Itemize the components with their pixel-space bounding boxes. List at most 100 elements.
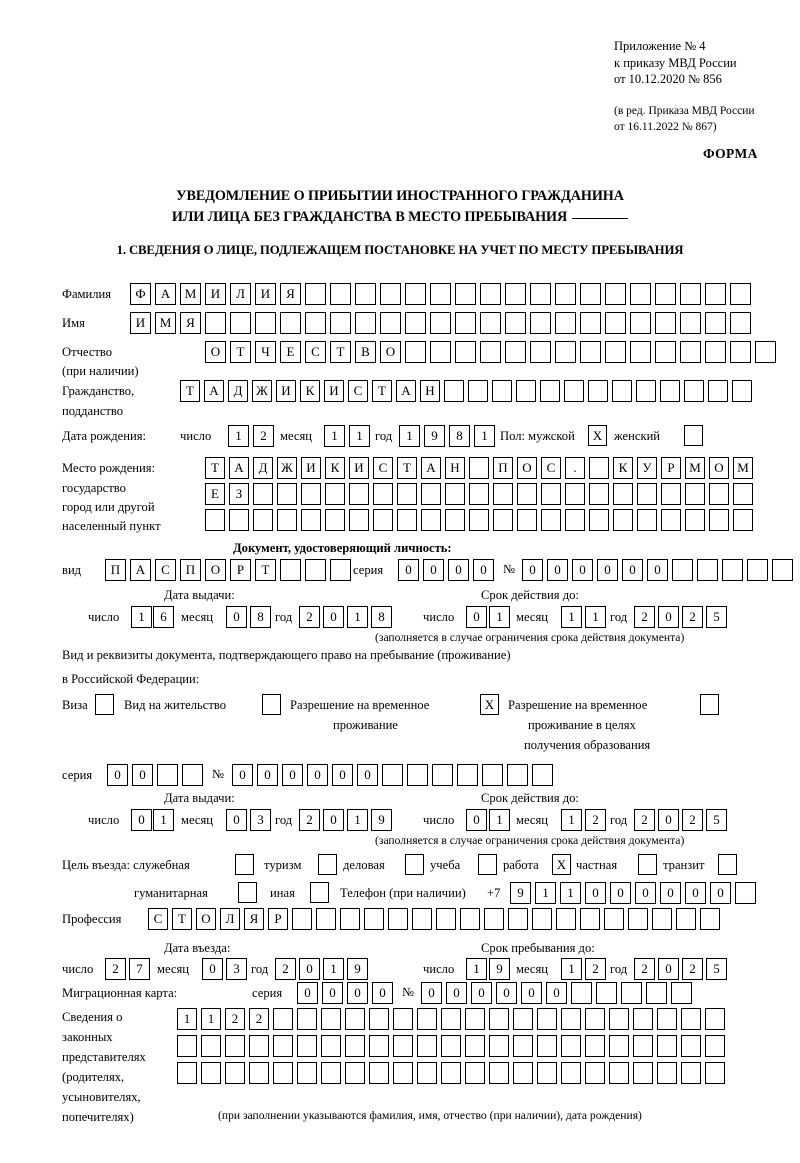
- legal-rep-cell[interactable]: [465, 1062, 485, 1084]
- stay-year-cell[interactable]: 5: [706, 958, 727, 980]
- birth-place-cell[interactable]: [685, 483, 705, 505]
- birth-place-cell[interactable]: [349, 483, 369, 505]
- legal-rep-cell[interactable]: [489, 1035, 509, 1057]
- birth-place-cell[interactable]: Н: [445, 457, 465, 479]
- phone-cell[interactable]: [735, 882, 756, 904]
- visa-checkbox[interactable]: [95, 694, 114, 715]
- legal-rep-cell[interactable]: [225, 1035, 245, 1057]
- patronymic-cell[interactable]: [705, 341, 726, 363]
- legal-rep-cell[interactable]: [513, 1035, 533, 1057]
- birth-place-cell[interactable]: М: [733, 457, 753, 479]
- birth-year-cell[interactable]: 1: [399, 425, 420, 447]
- phone-cell[interactable]: 0: [685, 882, 706, 904]
- birth-place-cell[interactable]: [325, 483, 345, 505]
- legal-rep-cell[interactable]: [297, 1062, 317, 1084]
- birth-place-cell[interactable]: [205, 509, 225, 531]
- surname-cell[interactable]: [305, 283, 326, 305]
- legal-rep-cell[interactable]: [609, 1062, 629, 1084]
- citizenship-cell[interactable]: Т: [372, 380, 392, 402]
- citizenship-cell[interactable]: С: [348, 380, 368, 402]
- legal-rep-cell[interactable]: [417, 1035, 437, 1057]
- legal-rep-cell[interactable]: [465, 1008, 485, 1030]
- permit-issue-day-cell[interactable]: 1: [153, 809, 174, 831]
- doc-kind-cell[interactable]: [305, 559, 326, 581]
- profession-cell[interactable]: [388, 908, 408, 930]
- migration-series-cell[interactable]: 0: [372, 982, 393, 1004]
- birth-year-cell[interactable]: 1: [474, 425, 495, 447]
- profession-cell[interactable]: [628, 908, 648, 930]
- stay-month-cell[interactable]: 2: [585, 958, 606, 980]
- legal-rep-cell[interactable]: [441, 1035, 461, 1057]
- doc-kind-cell[interactable]: [280, 559, 301, 581]
- birth-place-cell[interactable]: [469, 509, 489, 531]
- legal-rep-cell[interactable]: [393, 1035, 413, 1057]
- birth-place-cell[interactable]: [493, 483, 513, 505]
- legal-rep-cell[interactable]: [489, 1062, 509, 1084]
- citizenship-cell[interactable]: И: [324, 380, 344, 402]
- permit-number-cell[interactable]: [432, 764, 453, 786]
- doc-issue-year-cell[interactable]: 1: [347, 606, 368, 628]
- legal-rep-cell[interactable]: [417, 1008, 437, 1030]
- citizenship-cell[interactable]: А: [204, 380, 224, 402]
- legal-rep-cell[interactable]: [585, 1008, 605, 1030]
- doc-issue-day-cell[interactable]: 1: [131, 606, 152, 628]
- legal-rep-cell[interactable]: [513, 1062, 533, 1084]
- name-cell[interactable]: Я: [180, 312, 201, 334]
- purpose-private-checkbox[interactable]: [638, 854, 657, 875]
- doc-number-cell[interactable]: 0: [522, 559, 543, 581]
- phone-cell[interactable]: 0: [610, 882, 631, 904]
- patronymic-cell[interactable]: Ч: [255, 341, 276, 363]
- birth-place-cell[interactable]: К: [325, 457, 345, 479]
- phone-cell[interactable]: 9: [510, 882, 531, 904]
- legal-rep-cell[interactable]: [297, 1008, 317, 1030]
- birth-place-cell[interactable]: [277, 483, 297, 505]
- patronymic-cell[interactable]: С: [305, 341, 326, 363]
- doc-kind-cell[interactable]: С: [155, 559, 176, 581]
- permit-number-cell[interactable]: 0: [332, 764, 353, 786]
- legal-rep-cell[interactable]: [177, 1035, 197, 1057]
- doc-number-cell[interactable]: 0: [597, 559, 618, 581]
- phone-cell[interactable]: 0: [585, 882, 606, 904]
- surname-cell[interactable]: [355, 283, 376, 305]
- legal-rep-cell[interactable]: [393, 1008, 413, 1030]
- citizenship-cell[interactable]: [684, 380, 704, 402]
- name-cell[interactable]: И: [130, 312, 151, 334]
- legal-rep-cell[interactable]: [393, 1062, 413, 1084]
- birth-year-cell[interactable]: 8: [449, 425, 470, 447]
- migration-number-cell[interactable]: [671, 982, 692, 1004]
- surname-cell[interactable]: [380, 283, 401, 305]
- birth-place-cell[interactable]: С: [373, 457, 393, 479]
- birth-place-cell[interactable]: [589, 483, 609, 505]
- doc-issue-month-cell[interactable]: 8: [250, 606, 271, 628]
- legal-rep-cell[interactable]: [537, 1008, 557, 1030]
- stay-year-cell[interactable]: 2: [682, 958, 703, 980]
- patronymic-cell[interactable]: [755, 341, 776, 363]
- temp-residence-checkbox[interactable]: X: [480, 694, 499, 715]
- patronymic-cell[interactable]: Е: [280, 341, 301, 363]
- permit-valid-day-cell[interactable]: 1: [489, 809, 510, 831]
- patronymic-cell[interactable]: [605, 341, 626, 363]
- permit-issue-month-cell[interactable]: 0: [226, 809, 247, 831]
- legal-rep-cell[interactable]: [321, 1062, 341, 1084]
- legal-rep-cell[interactable]: [705, 1008, 725, 1030]
- legal-rep-cell[interactable]: 2: [249, 1008, 269, 1030]
- name-cell[interactable]: [405, 312, 426, 334]
- permit-number-cell[interactable]: [382, 764, 403, 786]
- permit-number-cell[interactable]: [507, 764, 528, 786]
- citizenship-cell[interactable]: И: [276, 380, 296, 402]
- stay-month-cell[interactable]: 1: [561, 958, 582, 980]
- doc-kind-cell[interactable]: [330, 559, 351, 581]
- citizenship-cell[interactable]: [612, 380, 632, 402]
- surname-cell[interactable]: Ф: [130, 283, 151, 305]
- surname-cell[interactable]: Я: [280, 283, 301, 305]
- legal-rep-cell[interactable]: [273, 1035, 293, 1057]
- legal-rep-cell[interactable]: [537, 1062, 557, 1084]
- profession-cell[interactable]: [364, 908, 384, 930]
- permit-number-cell[interactable]: [532, 764, 553, 786]
- citizenship-cell[interactable]: [588, 380, 608, 402]
- entry-day-cell[interactable]: 2: [105, 958, 126, 980]
- legal-rep-cell[interactable]: [513, 1008, 533, 1030]
- permit-series-cell[interactable]: [182, 764, 203, 786]
